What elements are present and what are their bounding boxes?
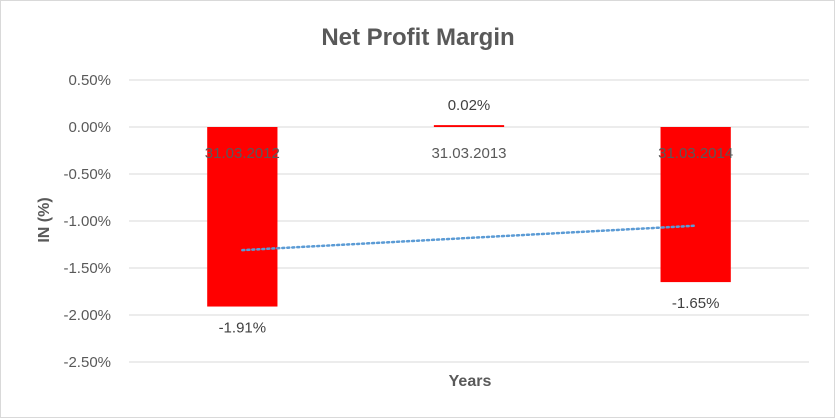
data-label: -1.91% bbox=[219, 320, 267, 337]
category-label: 31.03.2012 bbox=[205, 145, 280, 162]
trendline-layer bbox=[241, 224, 697, 252]
chart-title: Net Profit Margin bbox=[321, 24, 514, 51]
data-label: 0.02% bbox=[448, 97, 491, 114]
y-tick-label: 0.00% bbox=[68, 119, 111, 136]
y-tick-label: 0.50% bbox=[68, 72, 111, 89]
bars bbox=[207, 125, 731, 307]
category-label: 31.03.2014 bbox=[658, 145, 733, 162]
y-tick-label: -0.50% bbox=[63, 166, 111, 183]
y-tick-label: -1.00% bbox=[63, 213, 111, 230]
bar bbox=[660, 127, 731, 283]
data-label: -1.65% bbox=[672, 295, 720, 312]
bar bbox=[207, 127, 278, 307]
y-tick-label: -1.50% bbox=[63, 260, 111, 277]
bar bbox=[433, 125, 505, 127]
trendline bbox=[241, 224, 697, 252]
y-tick-label: -2.00% bbox=[63, 307, 111, 324]
category-labels: 31.03.2012 31.03.2013 31.03.2014 bbox=[205, 145, 733, 162]
y-tick-label: -2.50% bbox=[63, 354, 111, 371]
y-axis-title: IN (%) bbox=[36, 197, 53, 242]
category-label: 31.03.2013 bbox=[431, 145, 506, 162]
x-axis-title: Years bbox=[449, 373, 492, 390]
y-axis-ticks: 0.50% 0.00% -0.50% -1.00% -1.50% -2.00% -2.50% bbox=[63, 72, 111, 371]
data-labels: -1.91% 0.02% -1.65% bbox=[219, 97, 720, 336]
